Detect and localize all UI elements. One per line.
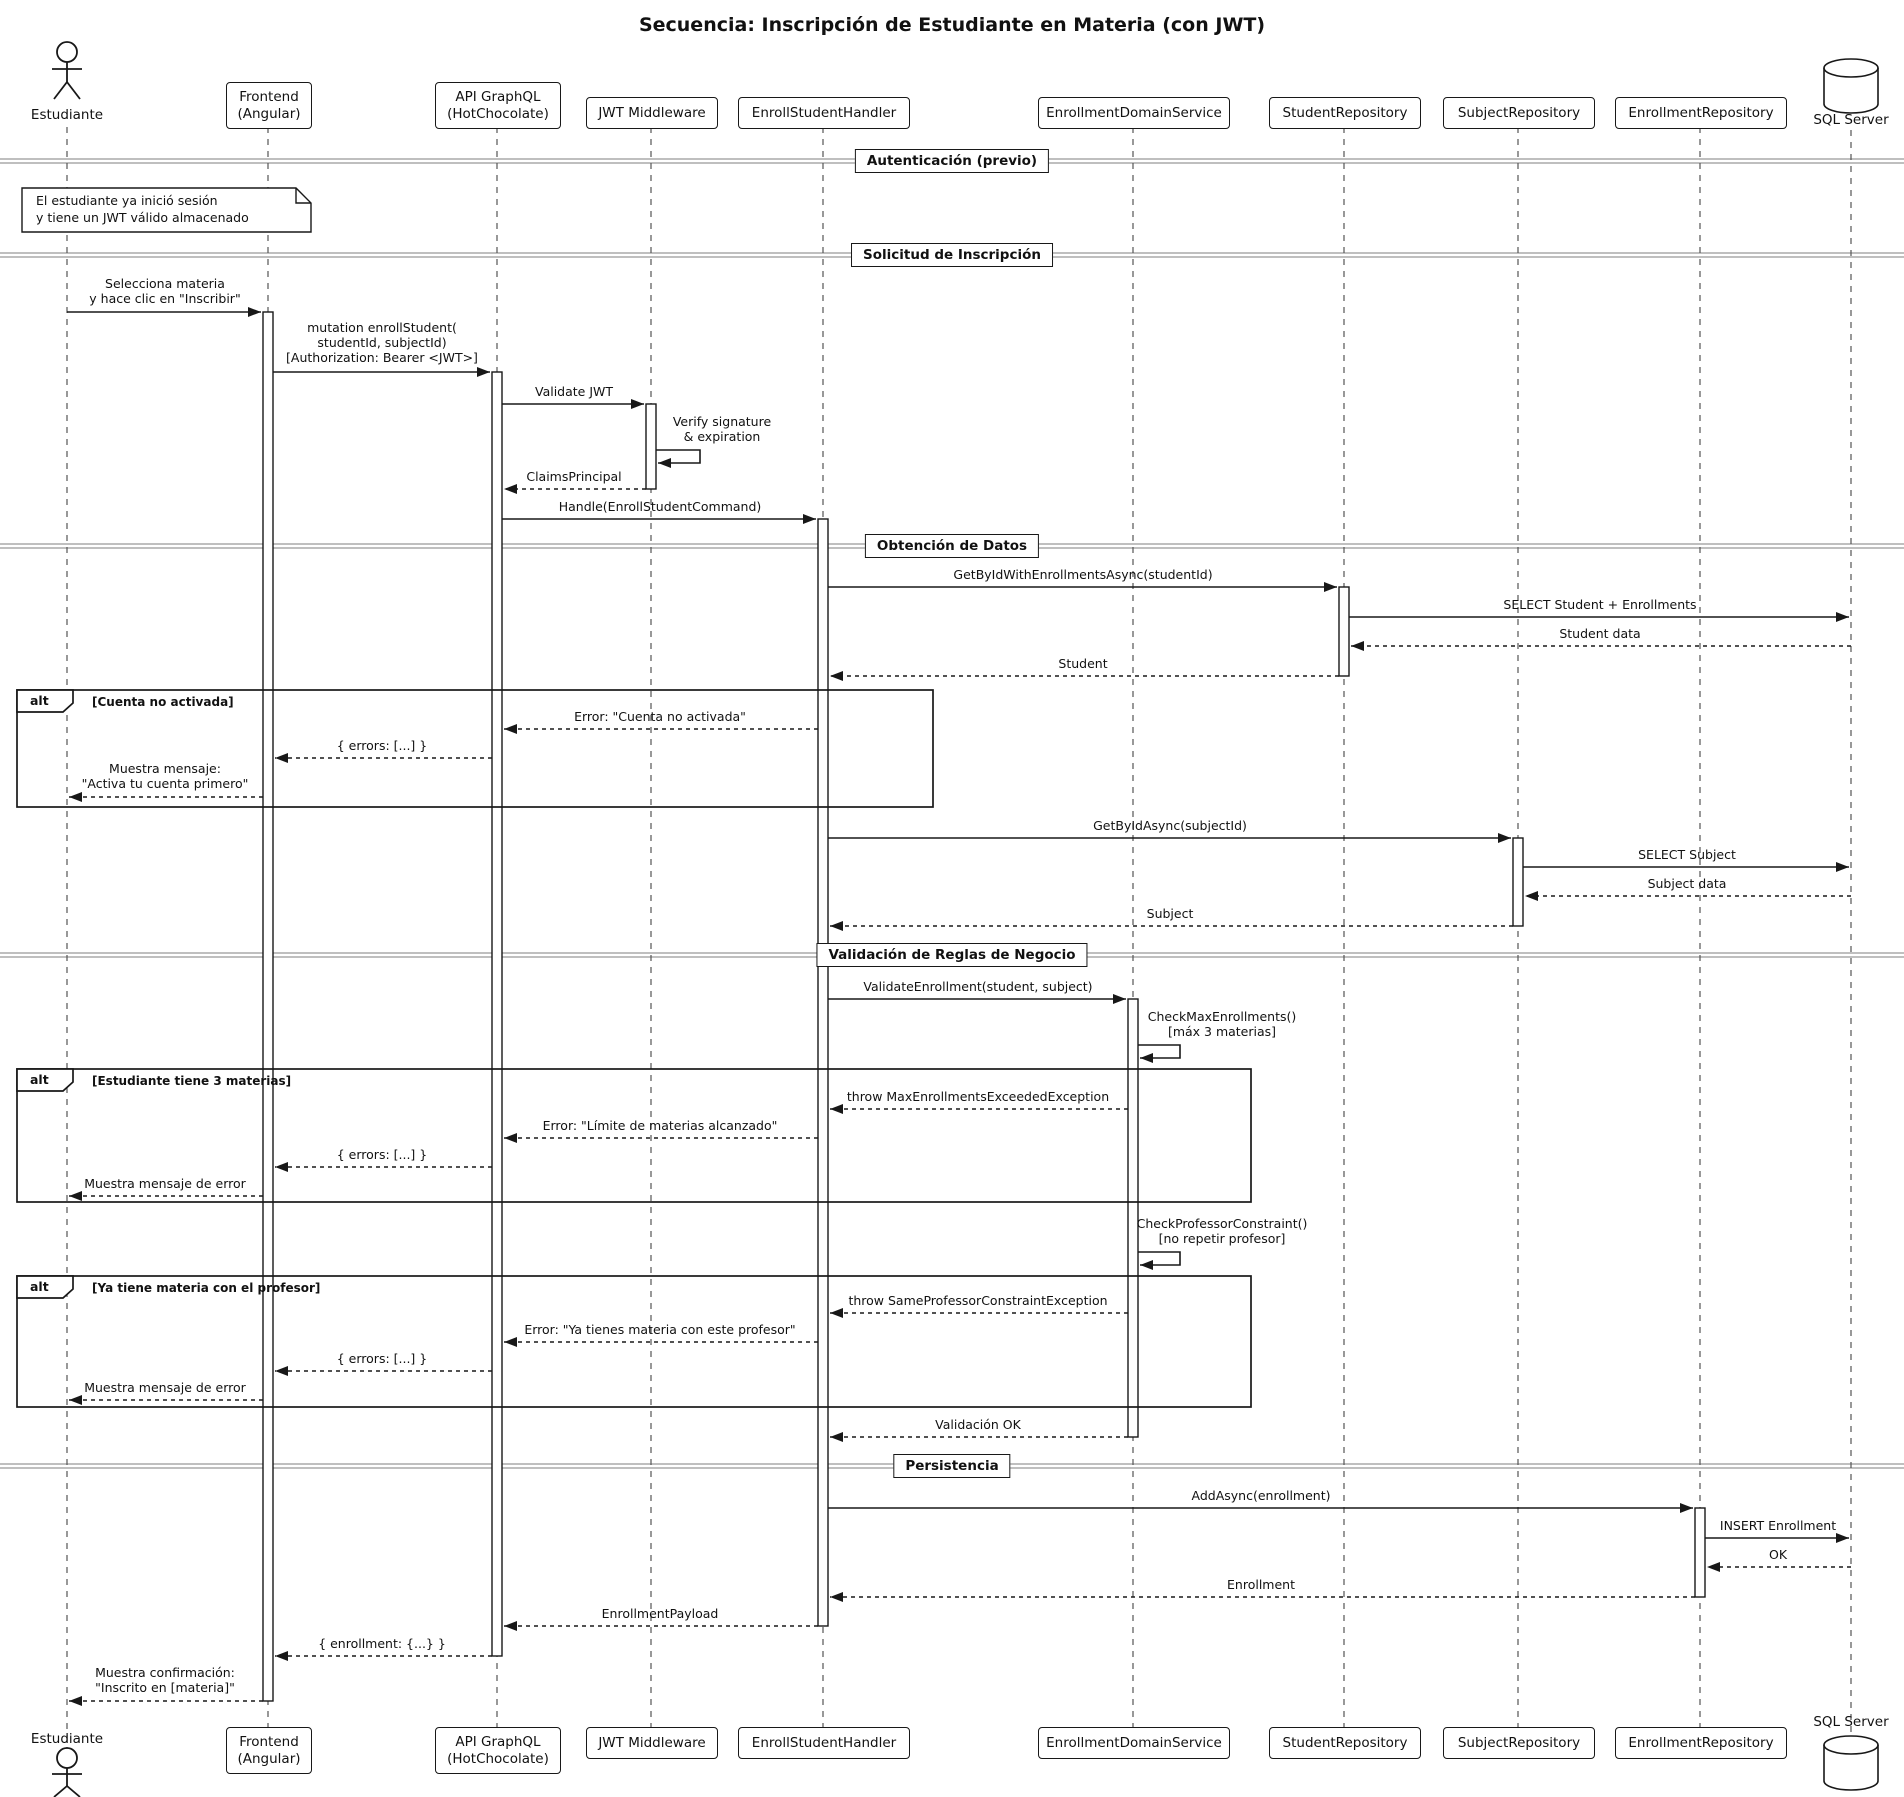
participant-api-top: API GraphQL (HotChocolate) — [435, 82, 561, 129]
lifelines — [66, 127, 1852, 1748]
participant-jwt-top: JWT Middleware — [586, 97, 718, 129]
message-label: Muestra mensaje de error — [84, 1380, 246, 1395]
alt-guard: [Estudiante tiene 3 materias] — [92, 1074, 292, 1088]
database-label-top: SQL Server — [1813, 112, 1889, 128]
divider-persistencia: Persistencia — [893, 1454, 1011, 1478]
alt-guard: [Ya tiene materia con el profesor] — [92, 1281, 321, 1295]
message-label: EnrollmentPayload — [601, 1606, 719, 1621]
actor-label-bottom: Estudiante — [30, 1731, 104, 1747]
database-icon-bottom — [1823, 1735, 1879, 1791]
actor-icon-bottom — [52, 1747, 82, 1797]
note: El estudiante ya inició sesión y tiene u… — [36, 193, 249, 225]
participant-enrollrepo-bottom: EnrollmentRepository — [1615, 1727, 1787, 1759]
message-label: ClaimsPrincipal — [526, 469, 622, 484]
participant-frontend-top: Frontend (Angular) — [226, 82, 312, 129]
message-label: Validación OK — [935, 1417, 1021, 1432]
message-label: SELECT Student + Enrollments — [1503, 597, 1697, 612]
message-label: Subject — [1146, 906, 1194, 921]
database-label-bottom: SQL Server — [1813, 1714, 1889, 1730]
participant-handler-top: EnrollStudentHandler — [738, 97, 910, 129]
diagram-title: Secuencia: Inscripción de Estudiante en … — [638, 14, 1266, 36]
message-label: Selecciona materia y hace clic en "Inscr… — [89, 276, 241, 306]
message-label: GetByIdAsync(subjectId) — [1093, 818, 1247, 833]
message-label: Student data — [1559, 626, 1641, 641]
message-label: Error: "Límite de materias alcanzado" — [542, 1118, 778, 1133]
participant-frontend-bottom: Frontend (Angular) — [226, 1727, 312, 1774]
alt-keyword: alt — [30, 693, 49, 708]
message-label: CheckMaxEnrollments() [máx 3 materias] — [1147, 1009, 1297, 1039]
participant-jwt-bottom: JWT Middleware — [586, 1727, 718, 1759]
participant-enrollrepo-top: EnrollmentRepository — [1615, 97, 1787, 129]
message-label: CheckProfessorConstraint() [no repetir p… — [1136, 1216, 1308, 1246]
participant-domain-top: EnrollmentDomainService — [1038, 97, 1230, 129]
dashed-arrows — [69, 484, 1851, 1706]
message-label: INSERT Enrollment — [1719, 1518, 1837, 1533]
participant-handler-bottom: EnrollStudentHandler — [738, 1727, 910, 1759]
message-label: throw SameProfessorConstraintException — [848, 1293, 1108, 1308]
message-label: Muestra confirmación: "Inscrito en [mate… — [95, 1665, 235, 1695]
alt-keyword: alt — [30, 1279, 49, 1294]
note-shape — [21, 187, 312, 233]
message-label: Verify signature & expiration — [672, 414, 772, 444]
message-label: AddAsync(enrollment) — [1191, 1488, 1331, 1503]
message-label: Error: "Ya tienes materia con este profe… — [524, 1322, 796, 1337]
message-label: Muestra mensaje: "Activa tu cuenta prime… — [81, 761, 249, 791]
message-label: SELECT Subject — [1638, 847, 1736, 862]
solid-arrows — [67, 307, 1849, 1543]
message-label: Student — [1058, 656, 1108, 671]
divider-autenticacion: Autenticación (previo) — [854, 149, 1050, 173]
participant-subjectrepo-bottom: SubjectRepository — [1443, 1727, 1595, 1759]
alt-guard: [Cuenta no activada] — [92, 695, 234, 709]
divider-solicitud: Solicitud de Inscripción — [851, 243, 1053, 267]
actor-icon-top — [52, 41, 82, 100]
participant-api-bottom: API GraphQL (HotChocolate) — [435, 1727, 561, 1774]
divider-obtencion: Obtención de Datos — [864, 534, 1040, 558]
message-label: Handle(EnrollStudentCommand) — [558, 499, 762, 514]
participant-domain-bottom: EnrollmentDomainService — [1038, 1727, 1230, 1759]
message-label: Error: "Cuenta no activada" — [574, 709, 746, 724]
database-icon-top — [1823, 58, 1879, 114]
message-label: { errors: [...] } — [336, 1147, 428, 1162]
message-label: GetByIdWithEnrollmentsAsync(studentId) — [953, 567, 1213, 582]
participant-subjectrepo-top: SubjectRepository — [1443, 97, 1595, 129]
message-label: { errors: [...] } — [336, 738, 428, 753]
message-label: Muestra mensaje de error — [84, 1176, 246, 1191]
message-label: { errors: [...] } — [336, 1351, 428, 1366]
participant-studentrepo-top: StudentRepository — [1269, 97, 1421, 129]
message-label: OK — [1768, 1547, 1788, 1562]
alt-keyword: alt — [30, 1072, 49, 1087]
alt-frames — [16, 689, 1252, 1408]
message-label: throw MaxEnrollmentsExceededException — [846, 1089, 1110, 1104]
actor-label-top: Estudiante — [30, 107, 104, 123]
message-label: mutation enrollStudent( studentId, subje… — [286, 320, 478, 365]
message-label: ValidateEnrollment(student, subject) — [863, 979, 1093, 994]
message-label: { enrollment: {...} } — [318, 1636, 446, 1651]
message-label: Enrollment — [1227, 1577, 1295, 1592]
message-label: Subject data — [1647, 876, 1727, 891]
message-label: Validate JWT — [534, 384, 614, 399]
divider-validacion: Validación de Reglas de Negocio — [816, 943, 1088, 967]
participant-studentrepo-bottom: StudentRepository — [1269, 1727, 1421, 1759]
activation-bars — [262, 311, 1706, 1702]
